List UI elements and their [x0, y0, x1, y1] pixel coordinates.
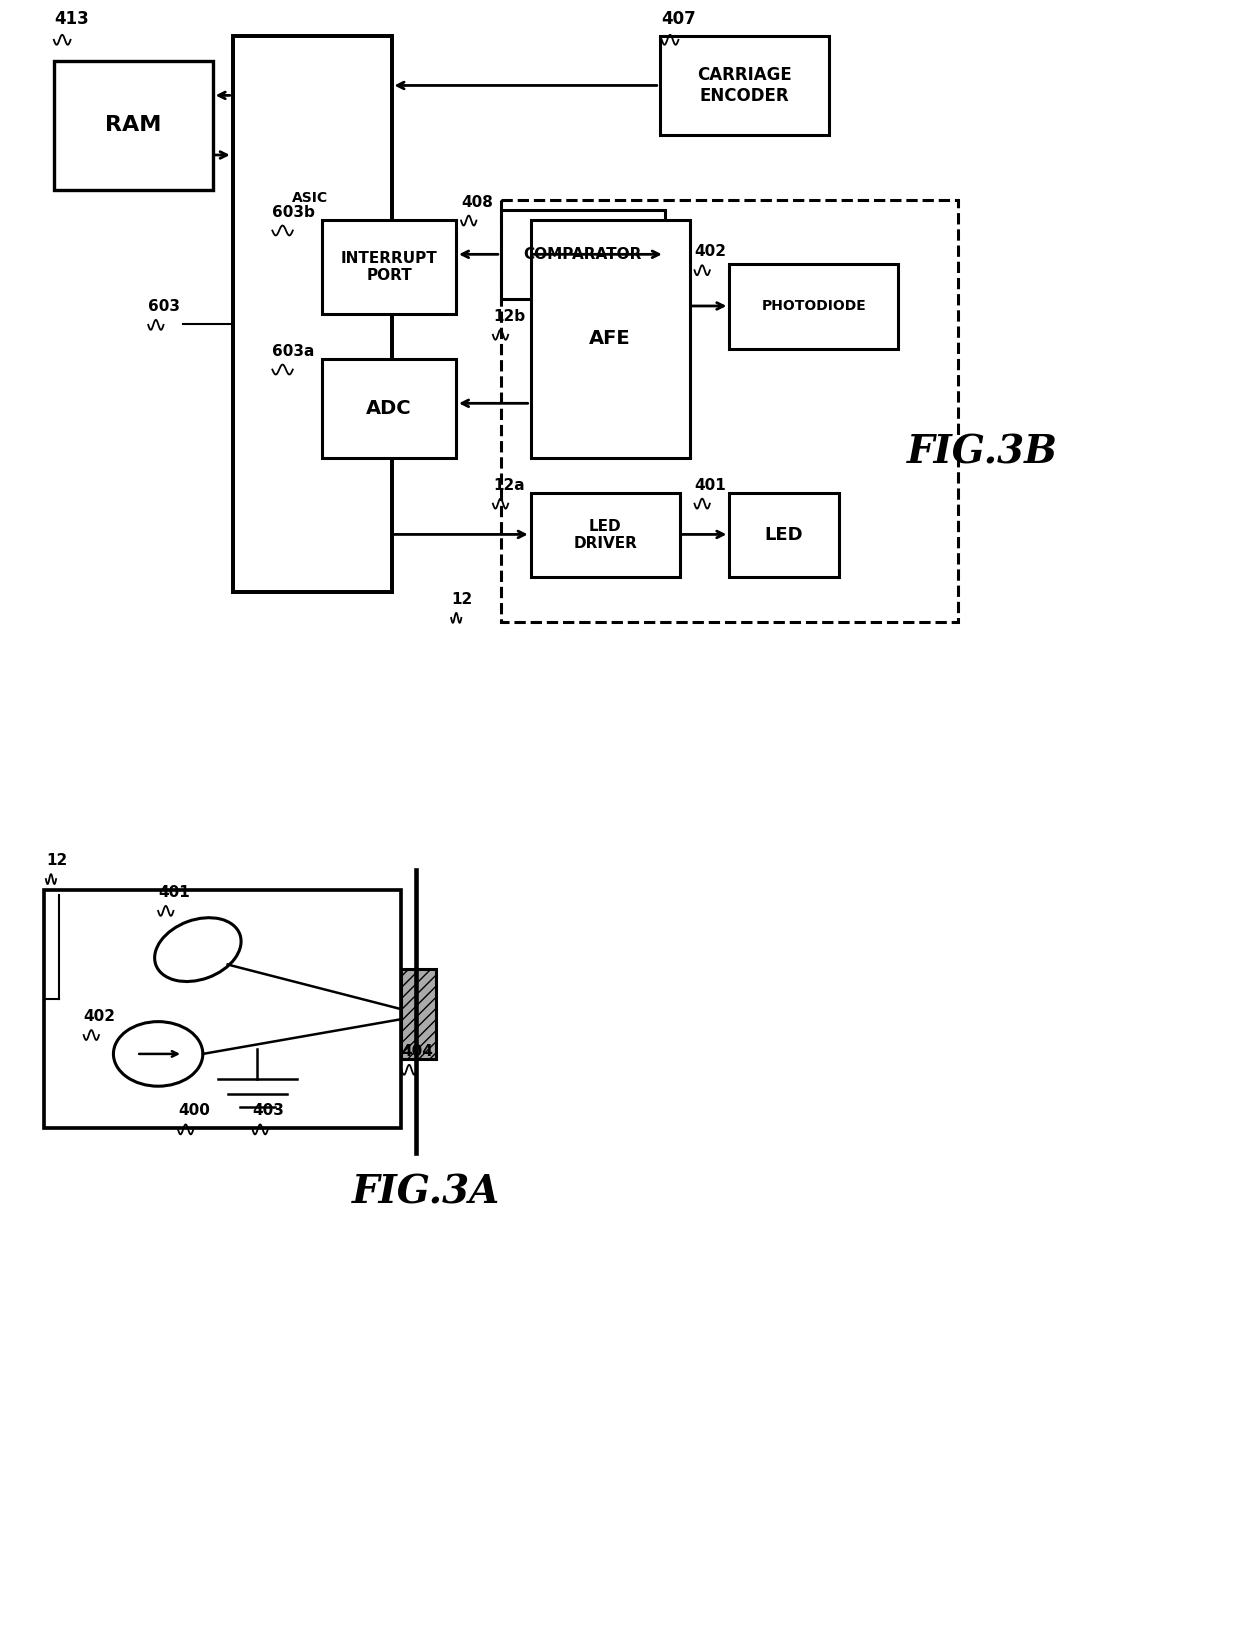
- Text: 402: 402: [83, 1008, 115, 1025]
- Text: 12b: 12b: [492, 310, 525, 324]
- Text: 12: 12: [46, 854, 67, 868]
- Text: 603b: 603b: [273, 205, 315, 220]
- Text: 407: 407: [662, 10, 697, 28]
- Text: 403: 403: [253, 1103, 284, 1119]
- Text: 402: 402: [694, 244, 727, 259]
- Text: 404: 404: [402, 1044, 433, 1059]
- Text: 603: 603: [149, 298, 180, 314]
- Bar: [531, 492, 680, 577]
- Text: 401: 401: [159, 885, 190, 899]
- Text: LED
DRIVER: LED DRIVER: [573, 518, 637, 551]
- Text: COMPARATOR: COMPARATOR: [523, 248, 642, 262]
- Ellipse shape: [155, 917, 241, 982]
- Text: 12a: 12a: [492, 477, 525, 492]
- Text: 603a: 603a: [273, 344, 315, 358]
- Text: INTERRUPT
PORT: INTERRUPT PORT: [341, 251, 438, 283]
- Bar: [660, 36, 828, 135]
- Text: LED: LED: [765, 526, 804, 544]
- Bar: [402, 969, 436, 1059]
- Text: 12: 12: [451, 591, 472, 608]
- Text: AFE: AFE: [589, 329, 631, 349]
- Ellipse shape: [113, 1021, 203, 1087]
- Bar: [53, 60, 213, 189]
- Bar: [322, 358, 456, 458]
- Text: ASIC: ASIC: [293, 191, 329, 205]
- Bar: [43, 889, 402, 1129]
- Bar: [501, 210, 665, 300]
- Bar: [233, 36, 392, 591]
- Text: 408: 408: [461, 194, 494, 210]
- Text: FIG.3A: FIG.3A: [352, 1173, 500, 1210]
- Bar: [531, 220, 689, 458]
- Text: CARRIAGE
ENCODER: CARRIAGE ENCODER: [697, 67, 791, 104]
- Bar: [729, 264, 898, 349]
- Text: 401: 401: [694, 477, 727, 492]
- Text: 413: 413: [53, 10, 88, 28]
- Text: PHOTODIODE: PHOTODIODE: [761, 300, 866, 313]
- Text: FIG.3B: FIG.3B: [906, 433, 1058, 472]
- Text: 400: 400: [179, 1103, 210, 1119]
- Bar: [729, 492, 838, 577]
- Bar: [501, 200, 957, 622]
- Text: RAM: RAM: [105, 116, 161, 135]
- Bar: [322, 220, 456, 314]
- Text: ADC: ADC: [366, 399, 412, 417]
